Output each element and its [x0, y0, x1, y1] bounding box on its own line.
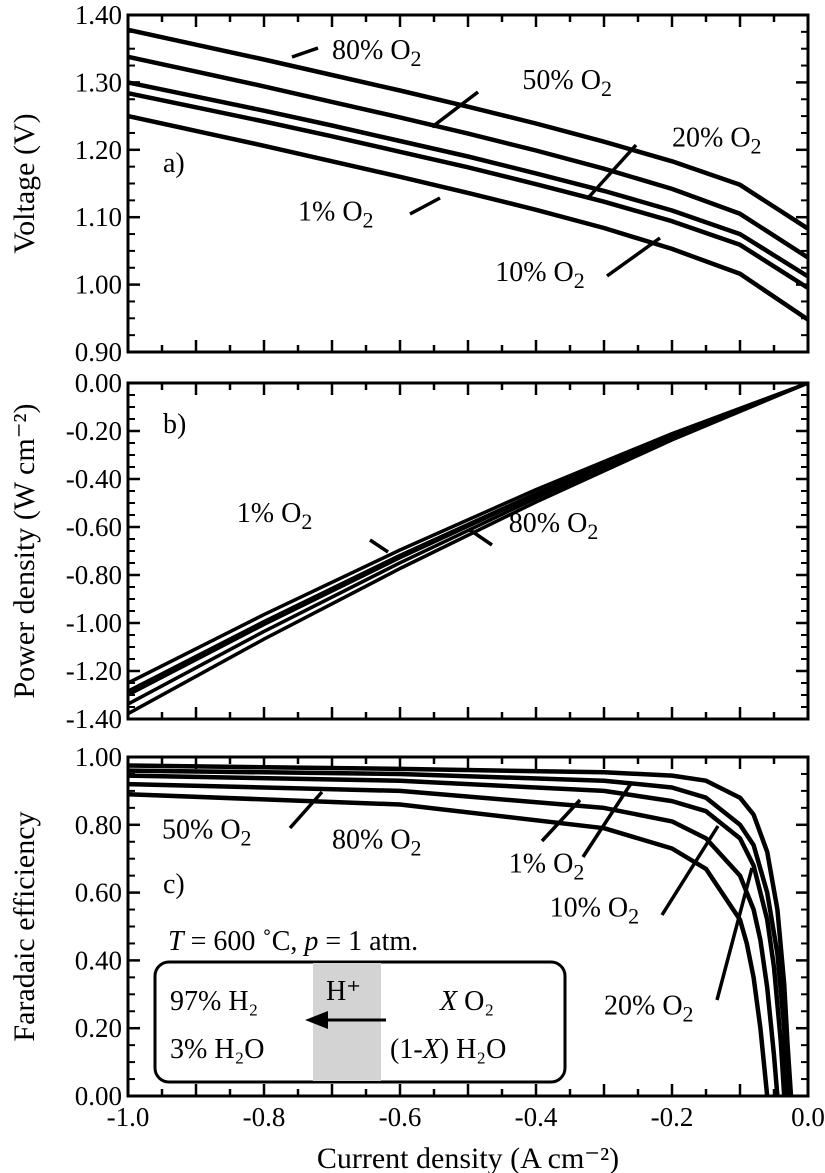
- y-tick-label: 0.40: [75, 945, 122, 975]
- anode-h2-label: 97% H₂: [170, 986, 258, 1017]
- series-annotation: 10% O2: [495, 257, 585, 293]
- y-tick-label: 0.60: [75, 878, 122, 908]
- annotation-leader: [469, 528, 493, 547]
- annotation-leader: [430, 90, 480, 129]
- annotation-leader: [715, 867, 754, 1001]
- y-tick-label: 1.10: [75, 202, 122, 232]
- series-line: [127, 763, 794, 1097]
- y-tick-label: 1.30: [75, 67, 122, 97]
- plot-frame: [126, 13, 810, 354]
- y-axis-label: Power density (W cm⁻²): [8, 403, 41, 698]
- cathode-o2-label: X O₂: [439, 986, 494, 1017]
- y-tick-label: -0.40: [66, 464, 122, 494]
- x-tick-label: -0.2: [651, 1102, 694, 1132]
- series-annotation: 1% O2: [298, 197, 374, 233]
- annotation-leader: [409, 196, 441, 216]
- series-annotation: 50% O2: [522, 65, 612, 101]
- plot-frame: [126, 381, 810, 721]
- panel-faradaic-efficiency: 0.00 0.20 0.40 0.60 0.80 1.00 -1.0 -0.8 -0.6 -0.4…: [8, 46, 825, 1173]
- series-annotation: 20% O2: [604, 991, 694, 1027]
- series-line: [127, 773, 787, 1097]
- proton-arrow-head: [305, 1011, 328, 1029]
- series-line: [127, 80, 810, 279]
- y-tick-label: -0.60: [66, 512, 122, 542]
- series-annotation: 80% O2: [509, 508, 599, 544]
- annotation-leader: [660, 825, 720, 916]
- y-axis-label: Faradaic efficiency: [8, 811, 41, 1041]
- x-axis-label: Current density (A cm⁻²): [317, 1142, 619, 1173]
- series-line: [127, 768, 790, 1097]
- annotation-leader: [288, 790, 324, 830]
- annotation-leader: [605, 236, 662, 278]
- y-tick-label: 0.80: [75, 810, 122, 840]
- y-tick-label: 1.00: [75, 742, 122, 772]
- series-annotation: 1% O2: [237, 498, 313, 534]
- y-tick-label: 0.90: [75, 337, 122, 367]
- proton-label: H⁺: [326, 976, 361, 1007]
- annotation-leader: [581, 781, 634, 858]
- y-tick-label: -0.20: [66, 416, 122, 446]
- x-tick-label: 0.0: [791, 1102, 825, 1132]
- panel-label: c): [163, 869, 185, 900]
- y-tick-label: -1.40: [66, 704, 122, 734]
- series-line: [127, 113, 810, 322]
- anode-h2o-label: 3% H₂O: [170, 1034, 265, 1065]
- annotation-leader: [369, 538, 389, 554]
- series-annotation: 80% O2: [332, 825, 422, 861]
- series-line: [127, 27, 810, 231]
- panel-label: b): [163, 409, 186, 440]
- cell-schematic: 97% H₂ 3% H₂O H⁺ X O₂ (1-X) H₂O: [153, 960, 567, 1084]
- series-annotation: 50% O2: [162, 814, 252, 850]
- y-tick-label: 1.00: [75, 270, 122, 300]
- series-line: [127, 381, 809, 716]
- series-line: [127, 54, 810, 260]
- panel-label: a): [163, 148, 185, 179]
- annotation-leader: [291, 46, 319, 59]
- series-line: [127, 381, 809, 685]
- y-tick-label: 1.40: [75, 0, 122, 30]
- series-annotation: 80% O2: [332, 35, 422, 71]
- series-annotation: 1% O2: [509, 848, 585, 884]
- conditions-text: T = 600 ˚C, p = 1 atm.: [168, 926, 418, 957]
- y-tick-label: 0.20: [75, 1013, 122, 1043]
- x-tick-label: -0.8: [243, 1102, 286, 1132]
- y-tick-label: 1.20: [75, 135, 122, 165]
- y-tick-label: 0.00: [75, 368, 122, 398]
- y-tick-label: -1.00: [66, 608, 122, 638]
- series-line: [127, 90, 810, 290]
- series-line: [127, 781, 780, 1097]
- series-annotation: 10% O2: [550, 892, 640, 928]
- x-tick-label: -0.6: [379, 1102, 422, 1132]
- y-tick-label: -1.20: [66, 656, 122, 686]
- x-tick-label: -0.4: [515, 1102, 558, 1132]
- panel-power-density: -1.40 -1.20 -1.00 -0.80 -0.60 -0.40 -0.20 0.00 P…: [8, 368, 810, 734]
- series-annotation: 20% O2: [672, 122, 762, 158]
- y-tick-label: -0.80: [66, 560, 122, 590]
- cathode-h2o-label: (1-X) H₂O: [390, 1034, 506, 1065]
- y-axis-label: Voltage (V): [8, 113, 41, 253]
- annotation-leader: [540, 798, 582, 843]
- x-tick-label: -1.0: [107, 1102, 150, 1132]
- y-tick-label: 0.00: [75, 1081, 122, 1111]
- panel-voltage: 0.90 1.00 1.10 1.20 1.30 1.40 Voltage (V) a) 80%…: [8, 0, 810, 367]
- annotation-leader: [586, 143, 638, 200]
